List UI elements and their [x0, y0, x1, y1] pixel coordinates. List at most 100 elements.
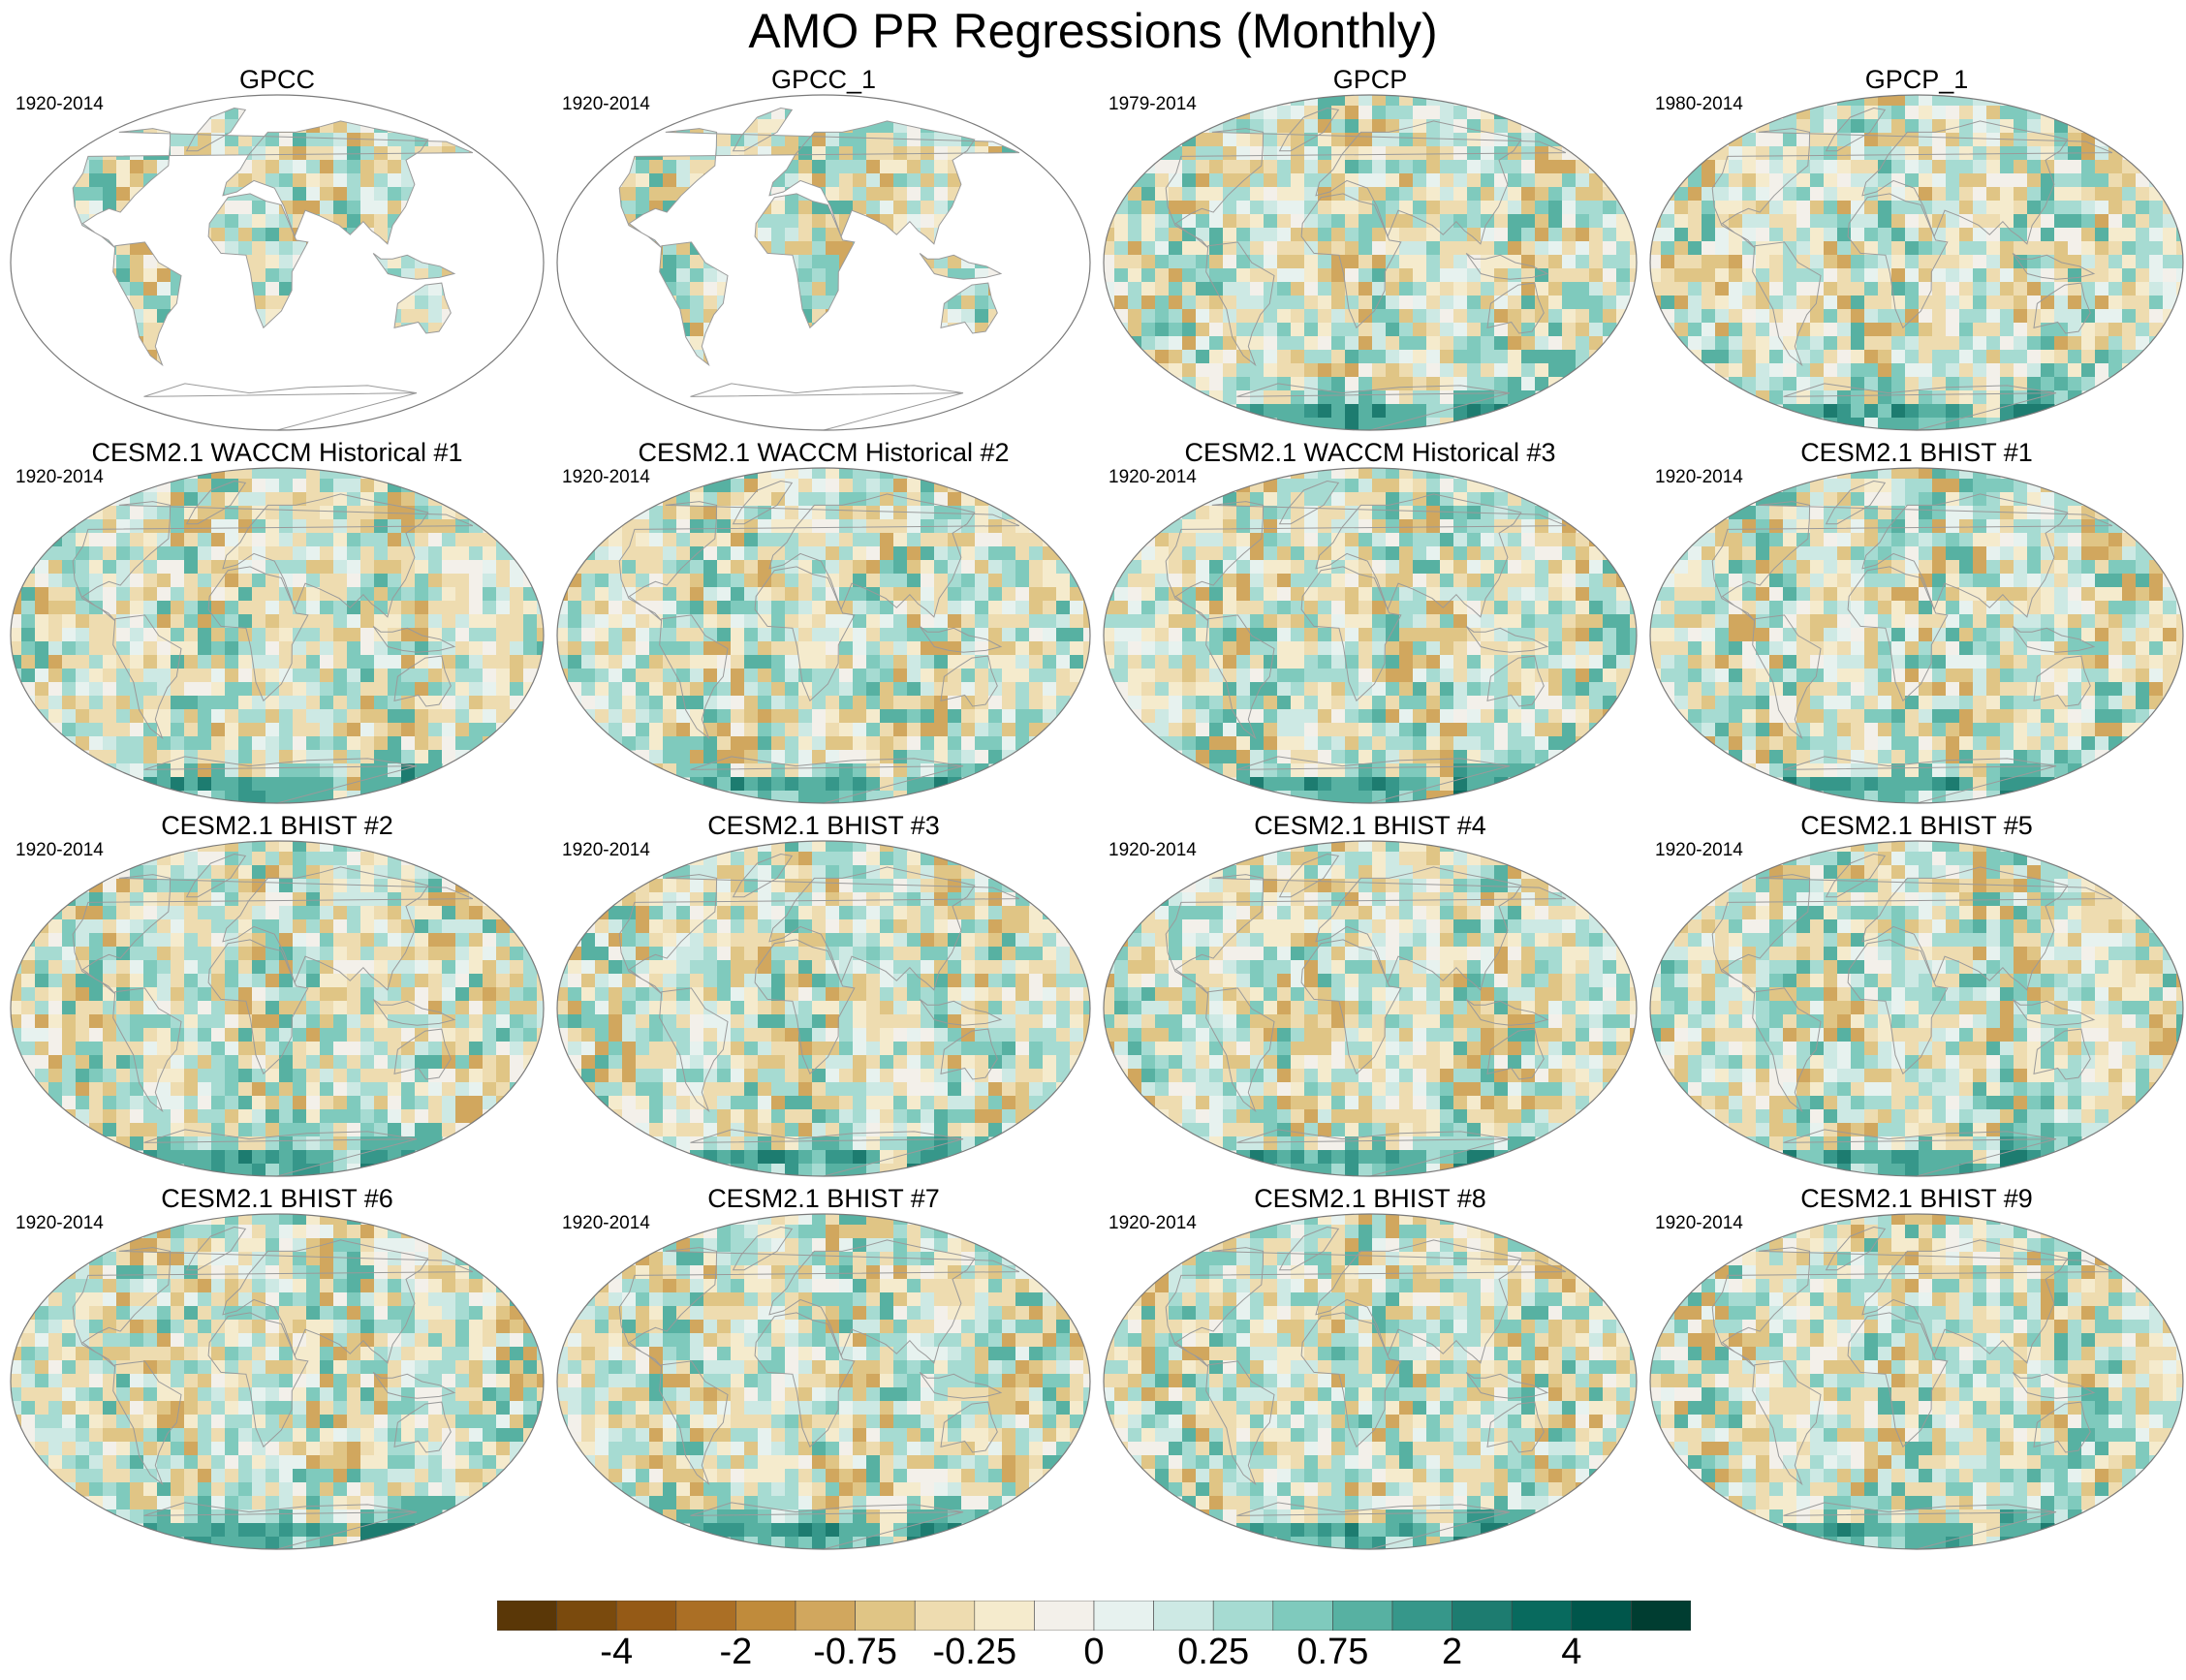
coastline-antarctica: [143, 756, 418, 803]
map-frame: [1649, 467, 2184, 804]
colorbar-swatch: [1332, 1601, 1393, 1631]
colorbar-swatch: [914, 1601, 976, 1631]
coastline-northAmerica: [72, 501, 474, 621]
coastline-antarctica: [1236, 756, 1511, 803]
coastline-africa: [754, 1312, 856, 1448]
coastline-northAmerica: [1165, 874, 1567, 994]
coastline-greenland: [185, 107, 247, 152]
regression-field: [1104, 468, 1637, 803]
coastline-greenland: [185, 853, 247, 898]
map-frame: [10, 467, 545, 804]
colorbar-swatch: [1571, 1601, 1632, 1631]
panel-years: 1980-2014: [1655, 94, 1743, 114]
map-globe: [10, 1213, 545, 1550]
panel-years: 1920-2014: [1655, 467, 1743, 487]
colorbar-swatch: [1631, 1601, 1691, 1631]
coastline-greenland: [732, 853, 794, 898]
map-frame: [1649, 840, 2184, 1177]
coastline-southAmerica: [659, 1360, 729, 1486]
coastline-indonesia: [1465, 999, 1549, 1026]
coastlines: [1165, 1226, 1567, 1549]
coastline-southAmerica: [112, 1360, 182, 1486]
coastline-indonesia: [1465, 626, 1549, 653]
coastline-africa: [1300, 193, 1402, 329]
coastline-eurasia: [1861, 493, 2069, 618]
coastline-northAmerica: [1711, 1247, 2113, 1367]
coastline-southAmerica: [112, 241, 182, 367]
coastline-africa: [1847, 566, 1949, 702]
panel-title: CESM2.1 WACCM Historical #3: [1184, 438, 1556, 467]
map-frame: [556, 1213, 1091, 1550]
coastline-eurasia: [222, 120, 429, 245]
map-panel: CESM2.1 BHIST #5 1920-2014: [1647, 811, 2186, 1179]
panel-years: 1920-2014: [1109, 840, 1197, 860]
coastline-greenland: [185, 1226, 247, 1271]
panel-title: CESM2.1 BHIST #6: [161, 1184, 393, 1213]
panel-title: CESM2.1 WACCM Historical #2: [638, 438, 1010, 467]
coastline-australia: [1486, 655, 1545, 707]
coastline-southAmerica: [1752, 614, 1822, 740]
coastline-northAmerica: [618, 128, 1020, 248]
coastlines: [72, 1226, 474, 1549]
coastline-greenland: [1825, 853, 1887, 898]
panel-title: CESM2.1 BHIST #8: [1254, 1184, 1486, 1213]
coastlines: [1165, 107, 1567, 430]
colorbar-labels: -4 -2 -0.75 -0.25 0 0.25 0.75 2 4: [0, 1631, 2186, 1679]
regression-field: [557, 841, 1090, 1176]
panel-years: 1920-2014: [1109, 467, 1197, 487]
map-globe: [1649, 467, 2184, 804]
map-panel: GPCP 1979-2014: [1101, 65, 1640, 433]
map-globe: [1649, 1213, 2184, 1550]
map-globe: [556, 1213, 1091, 1550]
coastline-antarctica: [1236, 1129, 1511, 1176]
panel-title: GPCP: [1332, 65, 1408, 94]
coastline-antarctica: [1783, 756, 2057, 803]
coastline-greenland: [185, 480, 247, 525]
coastline-eurasia: [768, 866, 976, 991]
coastline-greenland: [732, 107, 794, 152]
coastline-antarctica: [1236, 383, 1511, 430]
coastline-africa: [1847, 939, 1949, 1075]
colorbar-tick-label: -0.25: [932, 1632, 1017, 1672]
coastline-antarctica: [690, 383, 964, 430]
panel-title: GPCC_1: [770, 65, 877, 94]
colorbar-swatch: [1034, 1601, 1095, 1631]
colorbar-tick-label: 2: [1442, 1632, 1463, 1672]
coastline-antarctica: [690, 1502, 964, 1549]
coastline-indonesia: [372, 1372, 456, 1399]
map-frame: [1649, 94, 2184, 431]
coastline-southAmerica: [1752, 987, 1822, 1113]
map-globe: [1103, 94, 1638, 431]
coastline-antarctica: [1783, 1502, 2057, 1549]
coastline-northAmerica: [1711, 501, 2113, 621]
coastline-africa: [1300, 1312, 1402, 1448]
coastlines: [1711, 107, 2113, 430]
coastline-antarctica: [143, 383, 418, 430]
coastline-southAmerica: [1205, 614, 1275, 740]
coastlines: [72, 853, 474, 1176]
colorbar-tick-label: 4: [1561, 1632, 1582, 1672]
coastline-antarctica: [690, 1129, 964, 1176]
map-panel: CESM2.1 BHIST #4 1920-2014: [1101, 811, 1640, 1179]
coastline-northAmerica: [618, 501, 1020, 621]
coastline-southAmerica: [112, 614, 182, 740]
coastline-australia: [393, 282, 452, 334]
coastline-australia: [2033, 1401, 2091, 1453]
map-globe: [556, 467, 1091, 804]
panel-title: CESM2.1 BHIST #2: [161, 811, 393, 840]
coastline-australia: [2033, 1028, 2091, 1080]
coastline-northAmerica: [72, 1247, 474, 1367]
coastline-indonesia: [372, 626, 456, 653]
coastline-indonesia: [372, 253, 456, 280]
coastline-indonesia: [2012, 253, 2096, 280]
colorbar: [497, 1601, 1691, 1631]
colorbar-swatch: [615, 1601, 677, 1631]
coastline-southAmerica: [659, 987, 729, 1113]
map-frame: [10, 94, 545, 431]
panel-years: 1920-2014: [1655, 840, 1743, 860]
colorbar-swatch: [1212, 1601, 1274, 1631]
coastline-northAmerica: [618, 874, 1020, 994]
map-panel: GPCC 1920-2014: [8, 65, 546, 433]
coastline-australia: [940, 282, 998, 334]
coastlines: [72, 107, 474, 430]
